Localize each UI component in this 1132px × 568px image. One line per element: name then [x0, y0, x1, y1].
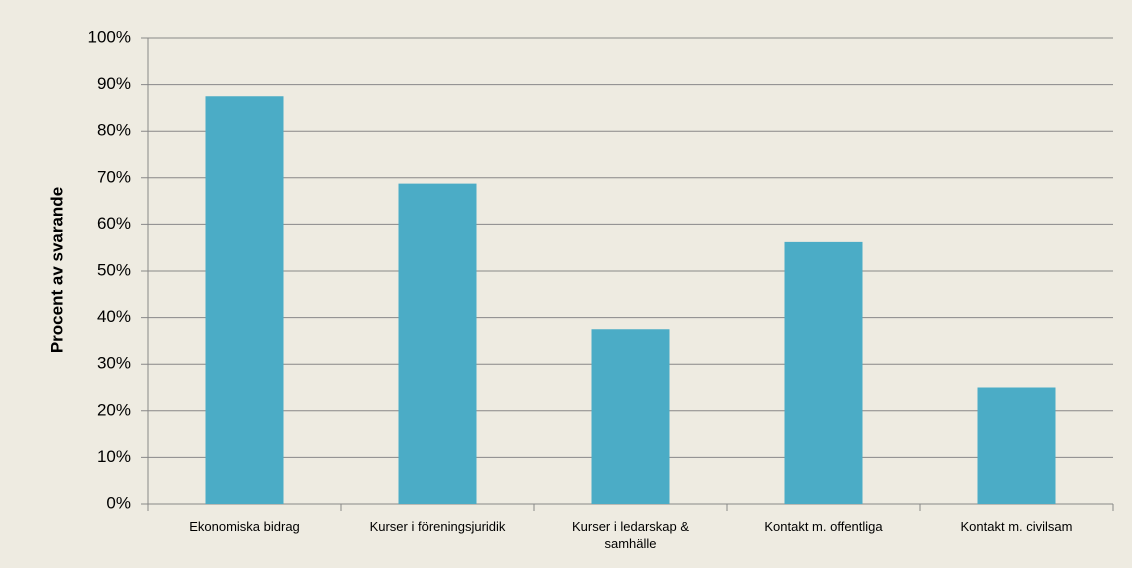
y-tick-label: 0%	[106, 493, 131, 512]
x-tick-label: Ekonomiska bidrag	[189, 519, 300, 534]
y-tick-label: 70%	[97, 167, 131, 186]
y-tick-label: 80%	[97, 121, 131, 140]
y-axis-label: Procent av svarande	[47, 187, 66, 353]
y-tick-label: 90%	[97, 74, 131, 93]
x-tick-label: Kurser i föreningsjuridik	[369, 519, 506, 534]
y-tick-label: 10%	[97, 447, 131, 466]
bar	[591, 329, 670, 504]
y-tick-label: 50%	[97, 260, 131, 279]
bar	[398, 183, 477, 504]
bar	[205, 96, 284, 504]
y-tick-label: 100%	[88, 27, 131, 46]
bar	[784, 241, 863, 504]
bar	[977, 387, 1056, 504]
y-tick-label: 60%	[97, 214, 131, 233]
x-tick-label: Kurser i ledarskap & samhälle	[571, 519, 690, 551]
x-tick-label: Kontakt m. offentliga	[764, 519, 883, 534]
y-tick-label: 20%	[97, 400, 131, 419]
x-tick-label: Kontakt m. civilsam	[960, 519, 1073, 534]
y-tick-label: 40%	[97, 307, 131, 326]
y-tick-label: 30%	[97, 354, 131, 373]
